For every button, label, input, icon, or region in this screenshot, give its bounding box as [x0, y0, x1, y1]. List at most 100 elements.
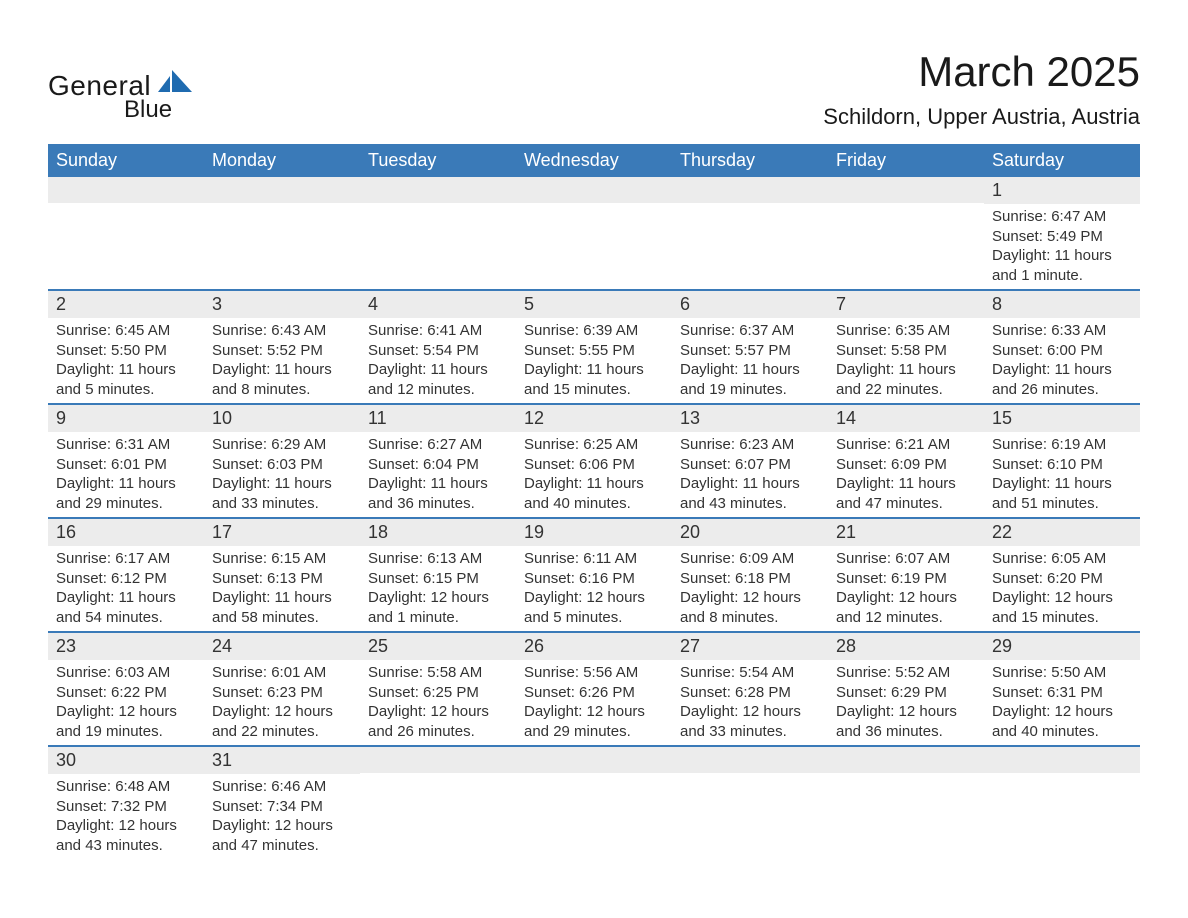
daylight-text: Daylight: 11 hours and 33 minutes.: [212, 474, 352, 513]
calendar-cell: [828, 177, 984, 290]
calendar-cell: 8Sunrise: 6:33 AMSunset: 6:00 PMDaylight…: [984, 290, 1140, 404]
sunset-text: Sunset: 6:25 PM: [368, 683, 508, 703]
sunrise-text: Sunrise: 6:01 AM: [212, 663, 352, 683]
day-number: 26: [516, 633, 672, 660]
calendar-cell: 9Sunrise: 6:31 AMSunset: 6:01 PMDaylight…: [48, 404, 204, 518]
daylight-text: Daylight: 12 hours and 40 minutes.: [992, 702, 1132, 741]
calendar-week-row: 30Sunrise: 6:48 AMSunset: 7:32 PMDayligh…: [48, 746, 1140, 859]
day-number: [828, 747, 984, 773]
calendar-cell: [204, 177, 360, 290]
day-data: Sunrise: 6:01 AMSunset: 6:23 PMDaylight:…: [204, 660, 360, 745]
calendar-cell: 4Sunrise: 6:41 AMSunset: 5:54 PMDaylight…: [360, 290, 516, 404]
brand-logo: General Blue: [48, 70, 192, 124]
sunset-text: Sunset: 6:12 PM: [56, 569, 196, 589]
calendar-cell: [672, 746, 828, 859]
day-data: Sunrise: 6:21 AMSunset: 6:09 PMDaylight:…: [828, 432, 984, 517]
daylight-text: Daylight: 11 hours and 47 minutes.: [836, 474, 976, 513]
day-number: [828, 177, 984, 203]
calendar-week-row: 16Sunrise: 6:17 AMSunset: 6:12 PMDayligh…: [48, 518, 1140, 632]
calendar-cell: [828, 746, 984, 859]
calendar-cell: 10Sunrise: 6:29 AMSunset: 6:03 PMDayligh…: [204, 404, 360, 518]
daylight-text: Daylight: 12 hours and 15 minutes.: [992, 588, 1132, 627]
day-data: [204, 203, 360, 281]
daylight-text: Daylight: 11 hours and 54 minutes.: [56, 588, 196, 627]
day-data: Sunrise: 6:09 AMSunset: 6:18 PMDaylight:…: [672, 546, 828, 631]
sunset-text: Sunset: 6:00 PM: [992, 341, 1132, 361]
calendar-cell: 17Sunrise: 6:15 AMSunset: 6:13 PMDayligh…: [204, 518, 360, 632]
daylight-text: Daylight: 11 hours and 43 minutes.: [680, 474, 820, 513]
sunset-text: Sunset: 6:20 PM: [992, 569, 1132, 589]
day-data: Sunrise: 6:48 AMSunset: 7:32 PMDaylight:…: [48, 774, 204, 859]
daylight-text: Daylight: 12 hours and 36 minutes.: [836, 702, 976, 741]
calendar-cell: 1Sunrise: 6:47 AMSunset: 5:49 PMDaylight…: [984, 177, 1140, 290]
day-number: [48, 177, 204, 203]
calendar-cell: [984, 746, 1140, 859]
day-number: 16: [48, 519, 204, 546]
day-data: Sunrise: 6:45 AMSunset: 5:50 PMDaylight:…: [48, 318, 204, 403]
calendar-cell: 28Sunrise: 5:52 AMSunset: 6:29 PMDayligh…: [828, 632, 984, 746]
sunrise-text: Sunrise: 6:05 AM: [992, 549, 1132, 569]
calendar-cell: 31Sunrise: 6:46 AMSunset: 7:34 PMDayligh…: [204, 746, 360, 859]
day-number: 19: [516, 519, 672, 546]
calendar-cell: 29Sunrise: 5:50 AMSunset: 6:31 PMDayligh…: [984, 632, 1140, 746]
day-data: Sunrise: 6:35 AMSunset: 5:58 PMDaylight:…: [828, 318, 984, 403]
month-title: March 2025: [823, 48, 1140, 96]
sunset-text: Sunset: 6:15 PM: [368, 569, 508, 589]
daylight-text: Daylight: 12 hours and 43 minutes.: [56, 816, 196, 855]
day-data: Sunrise: 6:11 AMSunset: 6:16 PMDaylight:…: [516, 546, 672, 631]
sunrise-text: Sunrise: 6:15 AM: [212, 549, 352, 569]
calendar-cell: 18Sunrise: 6:13 AMSunset: 6:15 PMDayligh…: [360, 518, 516, 632]
sunrise-text: Sunrise: 5:56 AM: [524, 663, 664, 683]
day-number: 31: [204, 747, 360, 774]
day-data: Sunrise: 6:33 AMSunset: 6:00 PMDaylight:…: [984, 318, 1140, 403]
day-data: Sunrise: 6:31 AMSunset: 6:01 PMDaylight:…: [48, 432, 204, 517]
day-number: [360, 747, 516, 773]
day-number: 23: [48, 633, 204, 660]
daylight-text: Daylight: 11 hours and 22 minutes.: [836, 360, 976, 399]
sunrise-text: Sunrise: 5:52 AM: [836, 663, 976, 683]
sunset-text: Sunset: 6:03 PM: [212, 455, 352, 475]
title-block: March 2025 Schildorn, Upper Austria, Aus…: [823, 48, 1140, 130]
daylight-text: Daylight: 12 hours and 1 minute.: [368, 588, 508, 627]
daylight-text: Daylight: 12 hours and 26 minutes.: [368, 702, 508, 741]
sunrise-text: Sunrise: 6:23 AM: [680, 435, 820, 455]
day-number: 29: [984, 633, 1140, 660]
sunrise-text: Sunrise: 6:21 AM: [836, 435, 976, 455]
sunrise-text: Sunrise: 6:39 AM: [524, 321, 664, 341]
sunset-text: Sunset: 6:09 PM: [836, 455, 976, 475]
sunrise-text: Sunrise: 6:29 AM: [212, 435, 352, 455]
day-number: 13: [672, 405, 828, 432]
day-data: Sunrise: 6:39 AMSunset: 5:55 PMDaylight:…: [516, 318, 672, 403]
sunrise-text: Sunrise: 6:31 AM: [56, 435, 196, 455]
sunset-text: Sunset: 6:22 PM: [56, 683, 196, 703]
day-data: [516, 773, 672, 851]
day-data: Sunrise: 6:47 AMSunset: 5:49 PMDaylight:…: [984, 204, 1140, 289]
daylight-text: Daylight: 12 hours and 33 minutes.: [680, 702, 820, 741]
sunrise-text: Sunrise: 6:19 AM: [992, 435, 1132, 455]
col-wednesday: Wednesday: [516, 144, 672, 177]
daylight-text: Daylight: 12 hours and 19 minutes.: [56, 702, 196, 741]
sunset-text: Sunset: 7:34 PM: [212, 797, 352, 817]
day-number: 7: [828, 291, 984, 318]
logo-mark-icon: [158, 70, 192, 97]
daylight-text: Daylight: 11 hours and 40 minutes.: [524, 474, 664, 513]
calendar-cell: 5Sunrise: 6:39 AMSunset: 5:55 PMDaylight…: [516, 290, 672, 404]
header: General Blue March 2025 Schildorn, Upper…: [48, 48, 1140, 130]
sunset-text: Sunset: 6:13 PM: [212, 569, 352, 589]
day-data: Sunrise: 6:29 AMSunset: 6:03 PMDaylight:…: [204, 432, 360, 517]
calendar-week-row: 9Sunrise: 6:31 AMSunset: 6:01 PMDaylight…: [48, 404, 1140, 518]
sunset-text: Sunset: 6:07 PM: [680, 455, 820, 475]
day-data: Sunrise: 6:17 AMSunset: 6:12 PMDaylight:…: [48, 546, 204, 631]
sunrise-text: Sunrise: 6:37 AM: [680, 321, 820, 341]
day-data: Sunrise: 6:25 AMSunset: 6:06 PMDaylight:…: [516, 432, 672, 517]
day-data: Sunrise: 6:23 AMSunset: 6:07 PMDaylight:…: [672, 432, 828, 517]
day-number: 25: [360, 633, 516, 660]
calendar-cell: 15Sunrise: 6:19 AMSunset: 6:10 PMDayligh…: [984, 404, 1140, 518]
calendar-cell: 11Sunrise: 6:27 AMSunset: 6:04 PMDayligh…: [360, 404, 516, 518]
day-data: Sunrise: 6:41 AMSunset: 5:54 PMDaylight:…: [360, 318, 516, 403]
calendar-cell: [516, 177, 672, 290]
calendar-cell: 16Sunrise: 6:17 AMSunset: 6:12 PMDayligh…: [48, 518, 204, 632]
day-number: 30: [48, 747, 204, 774]
daylight-text: Daylight: 12 hours and 29 minutes.: [524, 702, 664, 741]
sunrise-text: Sunrise: 6:13 AM: [368, 549, 508, 569]
